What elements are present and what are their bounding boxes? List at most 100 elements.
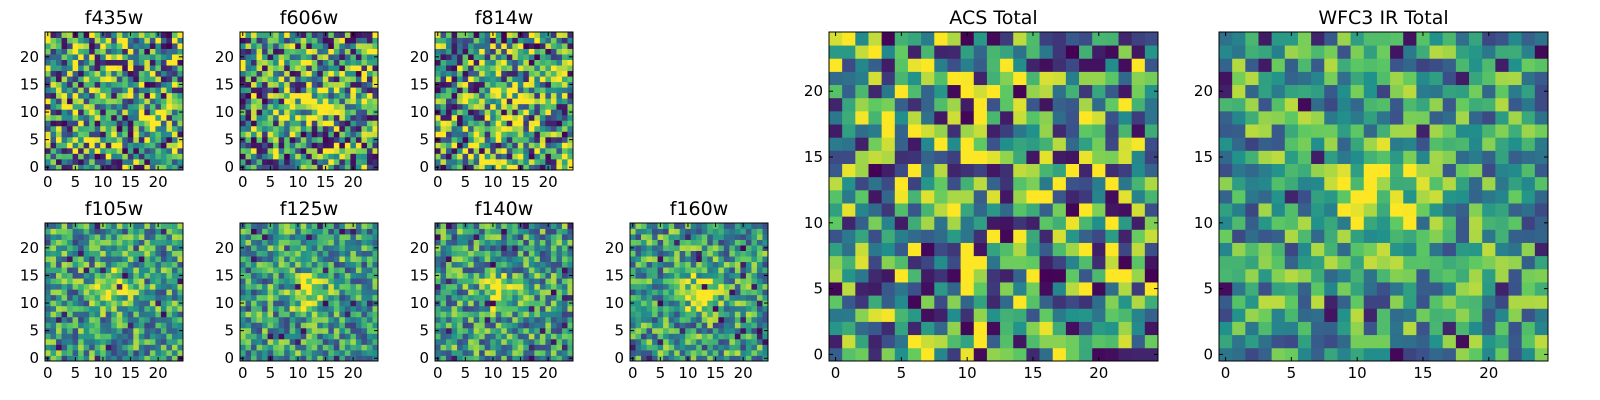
heatmap-cell xyxy=(127,59,134,66)
heatmap-cell xyxy=(561,234,568,240)
heatmap-cell xyxy=(446,37,452,44)
heatmap-cell xyxy=(144,256,151,263)
heatmap-cell xyxy=(306,228,313,235)
heatmap-cell xyxy=(707,267,714,274)
heatmap-cell xyxy=(495,70,502,77)
heatmap-cell xyxy=(868,163,883,178)
heatmap-cell xyxy=(545,109,552,116)
heatmap-cell xyxy=(311,164,318,171)
heatmap-cell xyxy=(495,136,502,143)
heatmap-cell xyxy=(138,294,145,301)
heatmap-cell xyxy=(328,153,335,160)
heatmap-cell xyxy=(512,98,519,105)
heatmap-cell xyxy=(317,256,324,263)
heatmap-cell xyxy=(361,125,368,132)
heatmap-cell xyxy=(94,32,101,38)
heatmap-cell xyxy=(83,32,90,38)
heatmap-cell xyxy=(317,125,324,132)
heatmap-cell xyxy=(317,355,324,362)
heatmap-cell xyxy=(501,349,508,356)
heatmap-cell xyxy=(144,228,151,235)
heatmap-cell xyxy=(679,311,686,318)
heatmap-cell xyxy=(155,70,162,77)
heatmap-cell xyxy=(986,321,1001,336)
heatmap-cell xyxy=(300,164,307,171)
heatmap-cell xyxy=(451,223,458,229)
heatmap-cell xyxy=(166,256,173,263)
heatmap-cell xyxy=(56,272,62,279)
heatmap-cell xyxy=(723,322,730,329)
heatmap-cell xyxy=(122,344,129,351)
heatmap-cell xyxy=(479,158,486,165)
heatmap-cell xyxy=(652,355,658,362)
heatmap-cell xyxy=(947,242,961,257)
heatmap-cells xyxy=(45,223,184,362)
heatmap-cell xyxy=(462,311,469,318)
heatmap-cell xyxy=(462,228,469,235)
heatmap-cell xyxy=(339,300,346,307)
heatmap-cell xyxy=(539,125,546,132)
heatmap-cell xyxy=(479,245,486,251)
heatmap-cell xyxy=(490,311,497,318)
heatmap-cell xyxy=(1092,321,1106,336)
heatmap-cell xyxy=(56,98,62,105)
heatmap-cell xyxy=(479,59,486,66)
heatmap-cell xyxy=(339,261,346,268)
heatmap-cell xyxy=(111,250,118,257)
heatmap-cell xyxy=(372,70,379,77)
heatmap-cell xyxy=(56,37,62,44)
heatmap-cell xyxy=(539,158,546,165)
heatmap-cell xyxy=(986,347,1001,362)
heatmap-cell xyxy=(94,250,101,257)
heatmap-cell xyxy=(696,267,703,274)
y-tick-label: 20 xyxy=(20,239,39,257)
heatmap-cell xyxy=(267,250,274,257)
heatmap-cell xyxy=(278,234,285,240)
heatmap-cell xyxy=(947,347,961,362)
heatmap-cell xyxy=(333,147,340,154)
heatmap-cell xyxy=(495,355,502,362)
heatmap-cell xyxy=(734,289,741,296)
heatmap-cell xyxy=(155,256,162,263)
heatmap-cell xyxy=(495,98,502,105)
heatmap-cell xyxy=(56,349,62,356)
heatmap-cell xyxy=(539,147,546,154)
heatmap-cell xyxy=(278,153,285,160)
heatmap-cell xyxy=(451,131,458,138)
heatmap-cell xyxy=(690,289,697,296)
heatmap-cell xyxy=(50,76,57,83)
heatmap-cell xyxy=(160,109,167,116)
heatmap-cell xyxy=(435,234,441,240)
heatmap-cell xyxy=(127,294,134,301)
heatmap-cell xyxy=(556,153,563,160)
heatmap-cell xyxy=(718,305,725,312)
heatmap-cell xyxy=(273,153,280,160)
heatmap-cell xyxy=(517,98,524,105)
heatmap-cell xyxy=(729,278,736,285)
heatmap-cell xyxy=(105,103,112,110)
heatmap-cell xyxy=(122,261,129,268)
heatmap-cell xyxy=(267,338,274,345)
heatmap-cell xyxy=(111,87,118,94)
heatmap-cell xyxy=(138,164,145,171)
heatmap-cell xyxy=(484,250,491,257)
heatmap-cell xyxy=(133,54,140,60)
heatmap-cell xyxy=(72,131,79,138)
heatmap-cell xyxy=(556,37,563,44)
x-tick-label: 20 xyxy=(344,364,363,382)
heatmap-cell xyxy=(311,305,318,312)
heatmap-cell xyxy=(745,267,752,274)
heatmap-cell xyxy=(523,349,530,356)
heatmap-cell xyxy=(78,59,85,66)
heatmap-cell xyxy=(105,349,112,356)
heatmap-cell xyxy=(468,125,475,132)
heatmap-cell xyxy=(729,250,736,257)
heatmap-cell xyxy=(556,131,563,138)
heatmap-cell xyxy=(696,305,703,312)
heatmap-cell xyxy=(756,283,763,290)
heatmap-cell xyxy=(523,92,530,99)
heatmap-cell xyxy=(921,150,935,164)
heatmap-cell xyxy=(300,344,307,351)
heatmap-cell xyxy=(517,305,524,312)
heatmap-cell xyxy=(273,120,280,127)
